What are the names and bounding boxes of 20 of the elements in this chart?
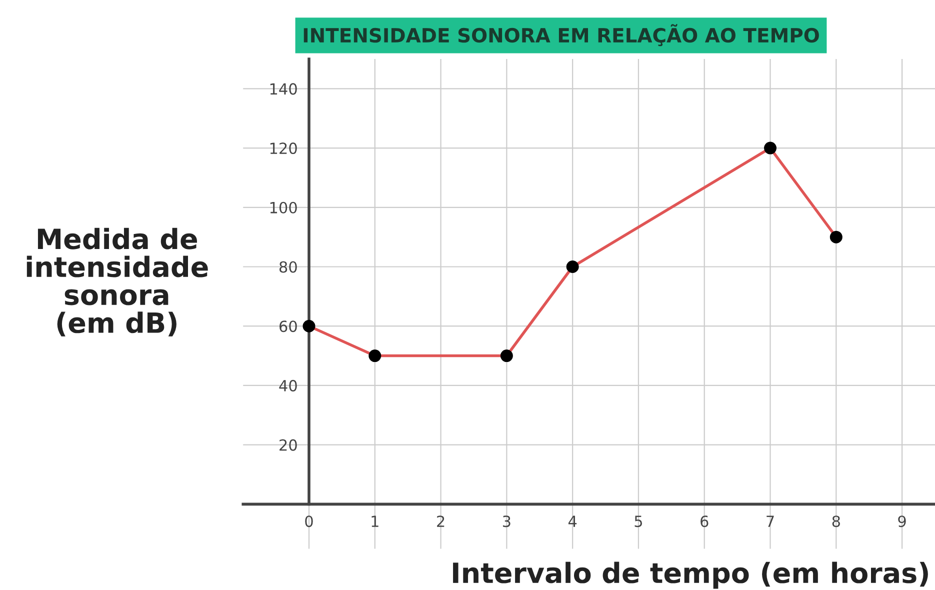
y-tick-label: 20 [280, 439, 297, 451]
x-tick-label: 6 [700, 516, 708, 528]
x-tick-label: 5 [634, 516, 642, 528]
chart-title: INTENSIDADE SONORA EM RELAÇÃO AO TEMPO [304, 24, 819, 46]
x-tick-label: 2 [437, 516, 444, 527]
y-tick-label: 60 [280, 320, 297, 332]
y-tick-label: 140 [270, 83, 297, 95]
y-tick-label: 40 [279, 380, 297, 392]
x-tick-label: 3 [502, 516, 510, 528]
x-tick-label: 9 [898, 516, 906, 528]
y-tick-label: 120 [270, 142, 297, 154]
x-tick-label: 4 [568, 516, 577, 527]
x-tick-label: 1 [372, 516, 378, 527]
y-tick-label: 80 [279, 261, 297, 273]
y-tick-label: 100 [270, 202, 297, 214]
x-tick-label: 8 [832, 516, 840, 528]
x-tick-label: 7 [766, 516, 774, 527]
x-tick-label: 0 [305, 516, 313, 528]
y-axis-title: Medida de intensidade sonora (em dB) [26, 228, 208, 336]
x-axis-title: Intervalo de tempo (em horas) [453, 562, 928, 589]
